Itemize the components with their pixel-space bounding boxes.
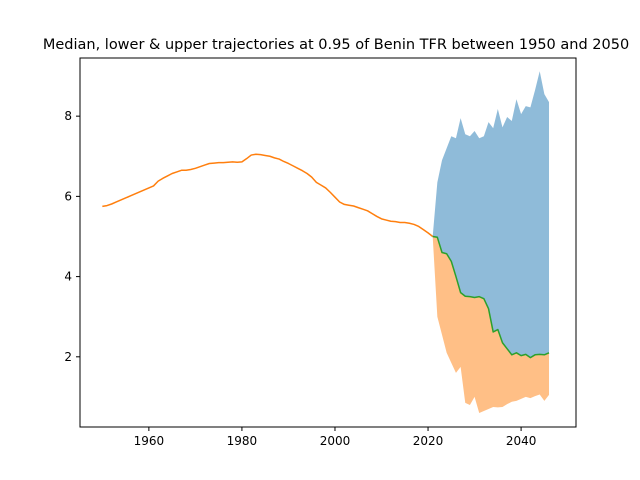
historical-line bbox=[102, 153, 434, 238]
axes-frame bbox=[79, 57, 577, 428]
x-tick-label: 1960 bbox=[134, 434, 165, 448]
x-tick-label: 2040 bbox=[506, 434, 537, 448]
x-tick-label: 2020 bbox=[413, 434, 444, 448]
y-tick-label: 2 bbox=[64, 350, 72, 364]
y-tick-label: 6 bbox=[64, 189, 72, 203]
lower-trajectory-band bbox=[432, 236, 550, 413]
y-tick-label: 8 bbox=[64, 109, 72, 123]
chart-title: Median, lower & upper trajectories at 0.… bbox=[43, 37, 629, 53]
x-tick-label: 2000 bbox=[320, 434, 351, 448]
upper-trajectory-band bbox=[432, 71, 550, 358]
median-line bbox=[432, 235, 550, 359]
y-tick-label: 4 bbox=[64, 270, 72, 284]
x-tick-label: 1980 bbox=[227, 434, 258, 448]
